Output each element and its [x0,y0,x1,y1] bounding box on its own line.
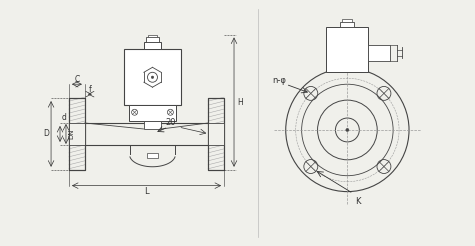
Circle shape [152,76,154,78]
Bar [69,123,85,145]
Text: n-φ: n-φ [272,76,285,85]
Bar [143,121,162,129]
Bar [208,98,224,170]
Bar [146,37,159,43]
Text: H: H [237,98,243,107]
Bar [148,34,157,37]
Bar [69,98,85,170]
Text: C: C [74,75,79,84]
Bar [147,153,158,158]
Bar [341,22,354,27]
Bar [129,105,176,121]
Bar [124,49,181,105]
Circle shape [346,128,349,131]
Text: L: L [144,187,149,196]
Bar [208,98,224,170]
Bar [326,27,368,72]
Text: D: D [43,129,49,138]
Text: DN: DN [68,129,74,139]
Text: f: f [88,85,91,94]
Bar [143,43,162,49]
Text: K: K [355,197,361,206]
Bar [69,98,85,170]
Text: d: d [62,112,66,122]
Bar [368,45,390,61]
Bar [342,19,352,22]
Bar [208,123,224,145]
Text: 20: 20 [165,118,176,126]
